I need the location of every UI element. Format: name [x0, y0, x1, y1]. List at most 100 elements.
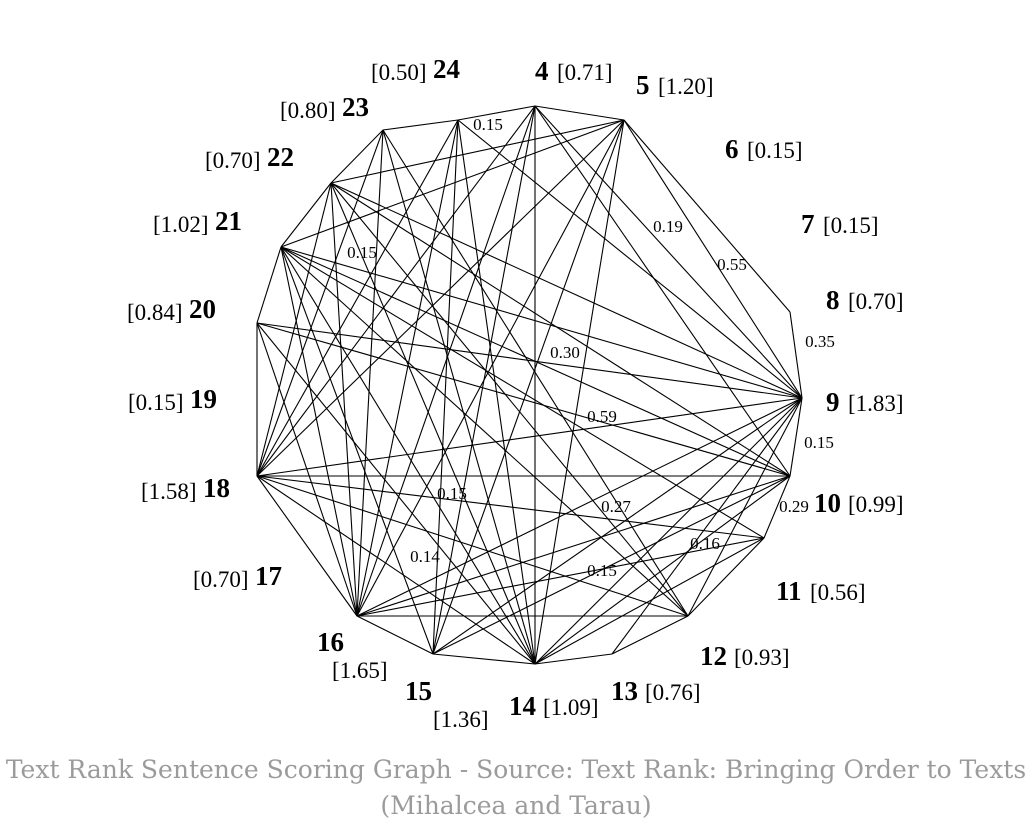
edge-22-16 [330, 182, 358, 617]
edge-weight-label: 0.27 [601, 497, 631, 516]
edge-11-12 [687, 537, 765, 617]
node-score: [0.70] [848, 289, 904, 314]
node-number: 13 [611, 676, 638, 706]
node-score: [0.70] [205, 148, 261, 173]
node-label-10: 10 [0.99] [814, 488, 904, 518]
text-rank-graph: 0.15 0.19 0.55 0.35 0.15 0.15 0.30 0.59 0.15 0.27… [127, 54, 904, 732]
node-number: 24 [433, 54, 460, 84]
node-label-16: 16[1.65] [317, 627, 388, 683]
edge-14-10 [534, 475, 791, 665]
node-label-13: 13 [0.76] [611, 676, 701, 706]
edge-8-9 [789, 311, 803, 399]
node-label-17: 17[0.70] [193, 561, 282, 592]
edge-4-10 [534, 105, 791, 477]
node-label-22: 22[0.70] [205, 142, 294, 173]
edge-23-12 [382, 129, 689, 617]
node-number: 21 [215, 206, 242, 236]
edge-22-10 [330, 182, 791, 477]
edge-20-9 [256, 322, 803, 399]
node-number: 14 [509, 691, 536, 721]
edge-23-16 [356, 129, 384, 617]
node-score: [1.58] [141, 479, 197, 504]
edge-24-9 [457, 119, 803, 399]
node-score: [0.70] [193, 567, 249, 592]
node-number: 17 [255, 561, 282, 591]
edge-24-4 [457, 105, 536, 121]
node-score: [0.84] [127, 300, 183, 325]
edge-15-9 [432, 397, 803, 655]
edge-5-16 [356, 119, 625, 617]
edge-20-21 [256, 246, 282, 324]
edge-18-11 [256, 475, 765, 539]
edge-15-16 [356, 615, 434, 655]
edge-13-14 [534, 653, 613, 665]
edge-18-12 [256, 475, 689, 617]
edge-22-18 [256, 182, 332, 477]
graph-edges [256, 105, 803, 665]
node-score: [0.99] [848, 492, 904, 517]
node-score: [1.20] [658, 74, 714, 99]
node-number: 16 [317, 627, 344, 657]
node-number: 18 [203, 473, 230, 503]
edge-21-11 [280, 246, 765, 539]
edge-21-16 [280, 246, 358, 617]
node-score: [0.15] [747, 138, 803, 163]
node-score: [1.83] [848, 391, 904, 416]
node-score: [0.56] [810, 580, 866, 605]
edge-22-14 [330, 182, 536, 665]
caption-line-1: Text Rank Sentence Scoring Graph - Sourc… [5, 755, 1027, 784]
node-label-9: 9 [1.83] [826, 387, 904, 417]
node-label-8: 8 [0.70] [826, 285, 904, 315]
edge-5-8 [623, 119, 791, 313]
node-number: 4 [535, 56, 549, 86]
edge-24-15 [432, 119, 459, 655]
edge-weight-label: 0.29 [779, 497, 809, 516]
edge-weight-label: 0.16 [690, 534, 720, 553]
node-score: [0.80] [280, 98, 336, 123]
node-label-15: 15[1.36] [405, 676, 489, 732]
edge-13-9 [611, 397, 803, 655]
edge-weight-label: 0.15 [473, 115, 503, 134]
node-label-21: 21[1.02] [153, 206, 242, 237]
edge-23-14 [382, 129, 536, 665]
edge-20-16 [256, 322, 358, 617]
edge-weight-label: 0.59 [587, 407, 617, 426]
edge-21-15 [280, 246, 434, 655]
edge-5-22 [330, 119, 625, 184]
edge-9-10 [789, 397, 803, 477]
node-score: [0.50] [371, 60, 427, 85]
edge-10-11 [763, 475, 791, 539]
figure-caption: Text Rank Sentence Scoring Graph - Sourc… [0, 752, 1032, 824]
edge-5-21 [280, 119, 625, 248]
node-number: 20 [189, 294, 216, 324]
edge-20-10 [256, 322, 791, 477]
node-number: 15 [405, 676, 432, 706]
edge-21-22 [280, 182, 332, 248]
edge-16-10 [356, 475, 791, 617]
edge-5-18 [256, 119, 625, 477]
node-label-19: 19[0.15] [128, 384, 217, 415]
node-number: 5 [636, 70, 650, 100]
edge-18-14 [256, 475, 536, 665]
edge-4-18 [256, 105, 536, 477]
edge-16-11 [356, 537, 765, 617]
edge-21-9 [280, 246, 803, 399]
node-number: 7 [801, 209, 815, 239]
edge-weight-labels: 0.15 0.19 0.55 0.35 0.15 0.15 0.30 0.59 0.15 0.27… [347, 115, 835, 580]
node-label-20: 20[0.84] [127, 294, 216, 325]
node-label-24: 24[0.50] [371, 54, 460, 85]
edge-12-13 [611, 615, 689, 655]
edge-21-14 [280, 246, 536, 665]
edge-12-9 [687, 397, 803, 617]
node-label-4: 4 [0.71] [535, 56, 613, 86]
node-score: [0.93] [734, 645, 790, 670]
edge-23-24 [382, 119, 459, 131]
node-number: 19 [190, 384, 217, 414]
caption-line-2: (Mihalcea and Tarau) [380, 791, 652, 820]
node-number: 10 [814, 488, 841, 518]
node-label-6: 6 [0.15] [725, 134, 803, 164]
node-number: 22 [267, 142, 294, 172]
edge-5-15 [432, 119, 625, 655]
edge-14-11 [534, 537, 765, 665]
edge-weight-label: 0.14 [410, 547, 440, 566]
